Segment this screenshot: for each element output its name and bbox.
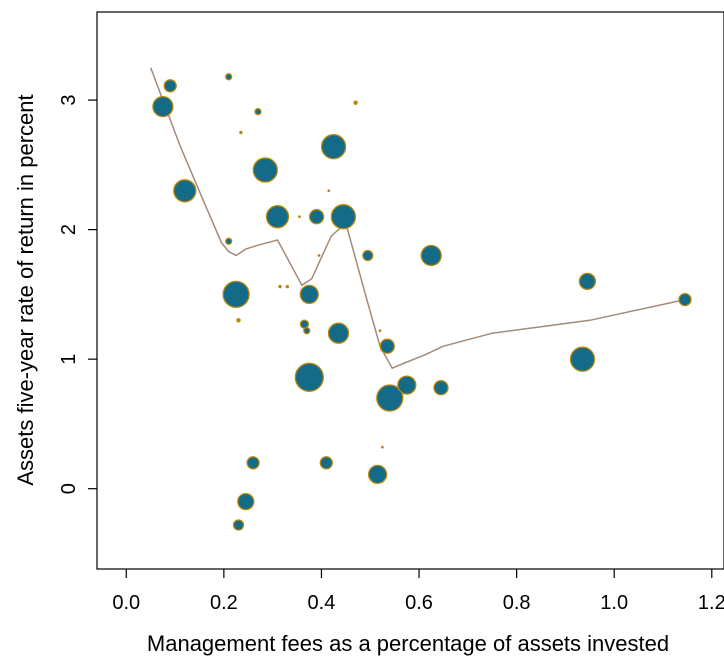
data-point	[298, 215, 301, 219]
y-tick-label: 3	[58, 95, 80, 106]
data-point	[299, 319, 310, 329]
data-point	[378, 329, 382, 333]
data-point	[225, 73, 233, 81]
data-point	[294, 362, 324, 392]
data-point	[232, 519, 245, 531]
data-point	[303, 327, 311, 335]
x-tick-label: 0.0	[112, 592, 140, 614]
data-point	[299, 284, 319, 305]
data-point	[578, 272, 597, 291]
data-point	[362, 249, 374, 262]
plot-frame	[96, 11, 724, 570]
x-tick-label: 0.8	[503, 592, 531, 614]
data-point	[317, 254, 321, 257]
x-tick-label: 1.2	[698, 592, 724, 614]
data-point	[376, 384, 404, 412]
data-point	[380, 445, 384, 449]
data-point	[285, 284, 290, 289]
data-point	[308, 209, 325, 225]
data-point	[236, 318, 241, 323]
data-point	[330, 204, 357, 230]
data-point	[433, 380, 449, 396]
data-point	[397, 375, 417, 395]
data-point	[252, 157, 278, 183]
data-point	[327, 322, 350, 344]
x-tick-label: 1.0	[600, 592, 628, 614]
data-point	[222, 280, 250, 309]
data-point	[237, 492, 255, 511]
x-axis: 0.0 0.2 0.4 0.6 0.8 1.0 1.2	[112, 569, 724, 614]
x-tick-label: 0.4	[308, 592, 336, 614]
data-point	[239, 130, 243, 135]
data-point	[225, 237, 233, 245]
data-point	[152, 95, 174, 118]
data-point	[254, 108, 262, 116]
data-point	[420, 244, 442, 267]
data-point	[319, 456, 333, 470]
data-point	[367, 464, 388, 485]
y-tick-label: 0	[58, 483, 80, 494]
data-point	[163, 79, 177, 93]
data-point	[678, 292, 692, 307]
data-point	[320, 134, 347, 160]
data-point	[353, 100, 358, 105]
data-point	[569, 346, 596, 372]
data-point	[265, 205, 290, 229]
data-point	[173, 179, 197, 203]
y-tick-label: 1	[58, 354, 80, 365]
data-points	[152, 73, 692, 531]
data-point	[327, 189, 331, 193]
y-axis-title: Assets five-year rate of return in perce…	[13, 94, 38, 485]
trend-line	[149, 67, 686, 370]
data-point	[278, 284, 282, 289]
x-tick-label: 0.6	[405, 592, 433, 614]
data-point	[379, 338, 395, 354]
data-point	[246, 456, 260, 470]
x-axis-title: Management fees as a percentage of asset…	[147, 631, 669, 656]
y-axis: 0 1 2 3	[58, 95, 97, 494]
y-tick-label: 2	[58, 224, 80, 235]
x-tick-label: 0.2	[210, 592, 238, 614]
